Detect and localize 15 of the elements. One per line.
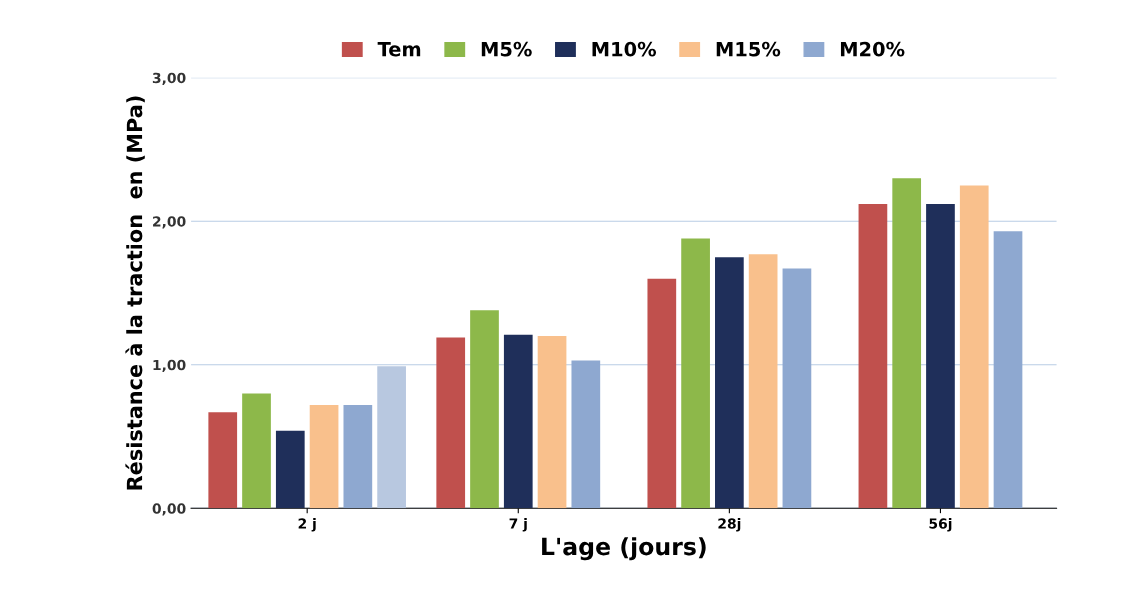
legend-label: Tem [377,42,421,57]
x-tick-label: 56j [929,518,952,532]
x-axis-title: L'age (jours) [542,537,706,561]
y-tick-label: 3,00 [152,72,186,85]
x-tick-label: 7 j [509,518,527,532]
x-tick-label: 28j [718,518,741,532]
legend-label: M5% [481,41,532,57]
legend-label: M10% [592,41,657,57]
y-tick-label: 2,00 [153,216,186,229]
y-axis-title: Résistance à la traction en (MPa) [125,96,145,490]
legend-label: M20% [840,41,905,57]
legend-label: M15% [716,41,781,57]
x-tick-label: 2 j [298,518,316,532]
y-tick-label: 1,00 [153,359,186,373]
y-tick-label: 0,00 [152,503,186,516]
